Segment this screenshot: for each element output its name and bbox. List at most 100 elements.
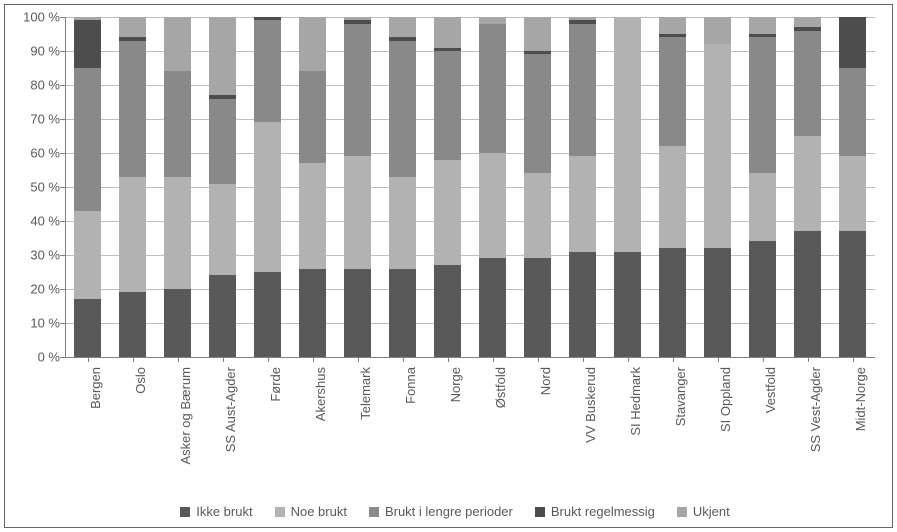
x-tick-mark bbox=[763, 357, 764, 362]
bar bbox=[569, 17, 597, 357]
x-tick-mark bbox=[538, 357, 539, 362]
bar-segment bbox=[299, 17, 327, 71]
y-tick-label: 0 % bbox=[10, 350, 60, 365]
bar bbox=[254, 17, 282, 357]
x-label-slot: SS Vest-Agder bbox=[785, 361, 830, 481]
x-label-slot: Bergen bbox=[65, 361, 110, 481]
bar-segment bbox=[659, 146, 687, 248]
bar-segment bbox=[479, 24, 507, 153]
y-tick-mark bbox=[60, 85, 65, 86]
bar-segment bbox=[74, 20, 102, 68]
x-tick-mark bbox=[268, 357, 269, 362]
bar-slot bbox=[155, 17, 200, 357]
x-label-slot: Fonna bbox=[380, 361, 425, 481]
legend-swatch bbox=[535, 507, 545, 517]
bar-slot bbox=[740, 17, 785, 357]
bar-segment bbox=[794, 17, 822, 27]
bar-segment bbox=[524, 173, 552, 258]
x-label: Norge bbox=[448, 367, 463, 402]
bar-segment bbox=[839, 17, 867, 68]
bar-segment bbox=[74, 299, 102, 357]
bar-segment bbox=[704, 248, 732, 357]
bar-segment bbox=[299, 269, 327, 357]
bar bbox=[479, 17, 507, 357]
legend-label: Noe brukt bbox=[291, 504, 347, 519]
bar bbox=[794, 17, 822, 357]
bar bbox=[839, 17, 867, 357]
bar-segment bbox=[794, 31, 822, 136]
x-label-slot: Telemark bbox=[335, 361, 380, 481]
x-tick-mark bbox=[718, 357, 719, 362]
x-label: SI Hedmark bbox=[628, 367, 643, 436]
legend-item: Ukjent bbox=[677, 504, 730, 519]
bar-segment bbox=[614, 252, 642, 357]
x-tick-mark bbox=[448, 357, 449, 362]
y-tick-label: 70 % bbox=[10, 112, 60, 127]
y-tick-label: 50 % bbox=[10, 180, 60, 195]
x-label: Førde bbox=[268, 367, 283, 402]
x-label-slot: SI Oppland bbox=[695, 361, 740, 481]
legend-item: Noe brukt bbox=[275, 504, 347, 519]
bar-slot bbox=[425, 17, 470, 357]
bar-slot bbox=[650, 17, 695, 357]
y-tick-label: 60 % bbox=[10, 146, 60, 161]
bar-slot bbox=[110, 17, 155, 357]
legend-item: Brukt regelmessig bbox=[535, 504, 655, 519]
bar-segment bbox=[119, 177, 147, 293]
bar-segment bbox=[164, 17, 192, 71]
y-tick-mark bbox=[60, 187, 65, 188]
x-tick-mark bbox=[88, 357, 89, 362]
bar-segment bbox=[344, 269, 372, 357]
bar bbox=[389, 17, 417, 357]
x-tick-mark bbox=[628, 357, 629, 362]
x-label: Østfold bbox=[493, 367, 508, 408]
x-labels: BergenOsloAsker og BærumSS Aust-AgderFør… bbox=[65, 361, 875, 481]
bar-segment bbox=[614, 17, 642, 252]
x-label: Nord bbox=[538, 367, 553, 395]
bar-segment bbox=[659, 37, 687, 146]
bar-segment bbox=[344, 24, 372, 157]
bar-segment bbox=[119, 41, 147, 177]
bar-segment bbox=[254, 272, 282, 357]
bar-segment bbox=[839, 68, 867, 156]
bar bbox=[344, 17, 372, 357]
x-label-slot: Norge bbox=[425, 361, 470, 481]
x-label-slot: Midt-Norge bbox=[830, 361, 875, 481]
x-tick-mark bbox=[583, 357, 584, 362]
bar-segment bbox=[479, 258, 507, 357]
bar-slot bbox=[605, 17, 650, 357]
bar-segment bbox=[209, 275, 237, 357]
legend-item: Brukt i lengre perioder bbox=[369, 504, 513, 519]
y-tick-label: 90 % bbox=[10, 44, 60, 59]
y-tick-label: 10 % bbox=[10, 316, 60, 331]
bar-segment bbox=[209, 184, 237, 276]
bar-segment bbox=[254, 122, 282, 272]
bar bbox=[659, 17, 687, 357]
x-tick-mark bbox=[133, 357, 134, 362]
x-label-slot: Nord bbox=[515, 361, 560, 481]
x-tick-mark bbox=[853, 357, 854, 362]
x-label-slot: Asker og Bærum bbox=[155, 361, 200, 481]
bar-segment bbox=[299, 163, 327, 268]
bar-segment bbox=[569, 24, 597, 157]
bar-segment bbox=[749, 173, 777, 241]
x-label: VV Buskerud bbox=[583, 367, 598, 443]
y-tick-mark bbox=[60, 289, 65, 290]
bar-segment bbox=[794, 136, 822, 231]
bar-segment bbox=[479, 153, 507, 258]
bar-segment bbox=[659, 248, 687, 357]
x-label: SI Oppland bbox=[718, 367, 733, 432]
bar bbox=[74, 17, 102, 357]
legend-swatch bbox=[369, 507, 379, 517]
x-label: Oslo bbox=[133, 367, 148, 394]
bar-segment bbox=[209, 17, 237, 95]
bar-slot bbox=[290, 17, 335, 357]
y-tick-mark bbox=[60, 51, 65, 52]
bar-segment bbox=[569, 252, 597, 357]
bar-segment bbox=[434, 160, 462, 265]
x-tick-mark bbox=[403, 357, 404, 362]
y-tick-mark bbox=[60, 255, 65, 256]
x-label-slot: Østfold bbox=[470, 361, 515, 481]
bar-segment bbox=[389, 269, 417, 357]
bar bbox=[749, 17, 777, 357]
